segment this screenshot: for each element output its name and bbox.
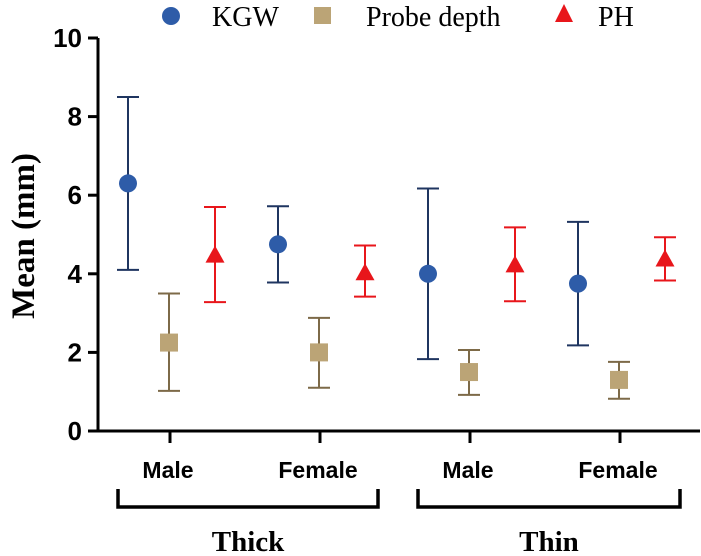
x-tick-label: Male (442, 457, 493, 483)
data-point (419, 264, 437, 283)
data-point (460, 363, 478, 382)
legend-marker-ph (555, 4, 573, 22)
series-probe-depth (158, 292, 630, 400)
group-brackets: Thick Thin (116, 489, 682, 556)
y-tick-label: 4 (68, 259, 83, 289)
legend-label-kgw: KGW (212, 2, 279, 33)
group-label: Thick (212, 526, 285, 556)
x-axis-ticks: Male Female Male Female (142, 431, 658, 483)
x-tick-label: Female (278, 457, 357, 483)
data-point (355, 263, 375, 281)
y-tick-label: 0 (68, 416, 82, 446)
y-tick-label: 10 (53, 23, 82, 53)
y-axis-title: Mean (mm) (6, 153, 42, 319)
legend-label-probe-depth: Probe depth (366, 2, 501, 33)
y-tick-label: 6 (68, 180, 82, 210)
x-tick-label: Female (578, 457, 657, 483)
data-point (119, 174, 137, 193)
legend-marker-probe-depth (314, 7, 331, 24)
group-label: Thin (519, 526, 579, 556)
data-point (205, 245, 225, 263)
group-bracket (116, 489, 380, 509)
legend-marker-kgw (162, 7, 180, 25)
series-layer (117, 95, 676, 400)
data-point (655, 249, 675, 267)
group-bracket (416, 489, 682, 509)
legend: KGW Probe depth PH (162, 2, 634, 33)
data-point (269, 235, 287, 254)
data-point (610, 370, 628, 389)
data-point (505, 255, 525, 273)
series-ph (204, 205, 676, 304)
data-point (160, 333, 178, 352)
x-tick-label: Male (142, 457, 193, 483)
y-tick-label: 2 (68, 337, 82, 367)
data-point (569, 274, 587, 293)
series-kgw (117, 95, 589, 361)
legend-label-ph: PH (598, 2, 634, 33)
y-axis-ticks: 0 2 4 6 8 10 (53, 23, 98, 446)
y-tick-label: 8 (68, 102, 82, 132)
data-point (310, 343, 328, 362)
